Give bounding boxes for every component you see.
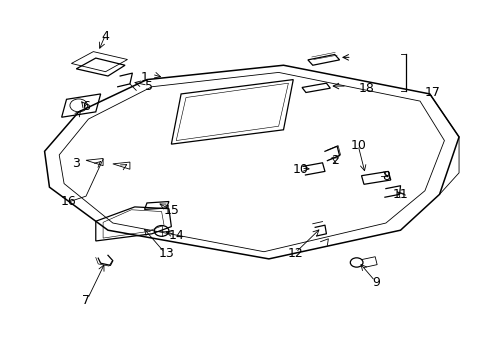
Text: 14: 14	[168, 229, 184, 242]
Text: 8: 8	[381, 170, 389, 183]
Text: 15: 15	[163, 204, 179, 217]
Text: 18: 18	[358, 82, 374, 95]
Text: 17: 17	[424, 86, 439, 99]
Text: 13: 13	[158, 247, 174, 260]
Text: 6: 6	[82, 100, 90, 113]
Text: 7: 7	[82, 294, 90, 307]
Text: 3: 3	[72, 157, 80, 170]
Text: 5: 5	[145, 80, 153, 93]
Text: 11: 11	[392, 188, 407, 201]
Text: 2: 2	[330, 154, 338, 167]
Text: 9: 9	[371, 276, 379, 289]
Text: 12: 12	[287, 247, 303, 260]
Text: 16: 16	[61, 195, 77, 208]
Text: 4: 4	[102, 30, 109, 43]
Text: 1: 1	[141, 71, 148, 84]
Text: 10: 10	[292, 163, 308, 176]
Text: 10: 10	[350, 139, 366, 152]
